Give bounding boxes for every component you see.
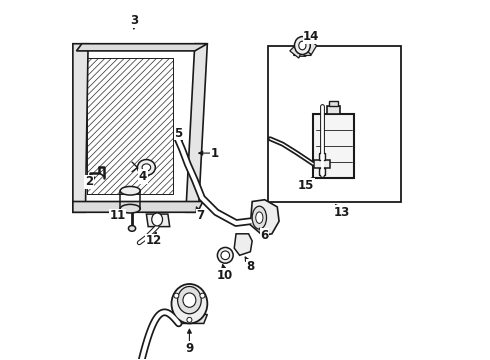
Polygon shape <box>250 200 279 235</box>
Ellipse shape <box>177 287 201 314</box>
Text: 2: 2 <box>85 175 93 188</box>
Polygon shape <box>186 44 207 212</box>
Text: 8: 8 <box>246 260 254 273</box>
FancyBboxPatch shape <box>327 106 340 114</box>
Ellipse shape <box>200 293 205 298</box>
Polygon shape <box>299 45 306 56</box>
Text: 1: 1 <box>211 147 219 159</box>
Ellipse shape <box>120 186 140 195</box>
Ellipse shape <box>183 293 196 307</box>
Ellipse shape <box>252 206 267 229</box>
Ellipse shape <box>128 226 136 231</box>
FancyBboxPatch shape <box>329 102 338 106</box>
Ellipse shape <box>294 37 310 54</box>
Text: 14: 14 <box>303 30 319 43</box>
Ellipse shape <box>172 284 207 323</box>
Ellipse shape <box>120 204 140 213</box>
Text: 9: 9 <box>185 342 194 355</box>
Text: 7: 7 <box>196 210 204 222</box>
Ellipse shape <box>218 247 233 263</box>
Text: 11: 11 <box>110 210 126 222</box>
Polygon shape <box>304 40 317 54</box>
Ellipse shape <box>137 159 155 175</box>
Text: 12: 12 <box>146 234 162 247</box>
Text: 10: 10 <box>217 269 233 282</box>
FancyBboxPatch shape <box>313 114 354 178</box>
FancyBboxPatch shape <box>269 45 401 202</box>
Text: 3: 3 <box>130 14 138 27</box>
Polygon shape <box>234 234 252 255</box>
FancyBboxPatch shape <box>319 168 325 175</box>
FancyBboxPatch shape <box>314 159 330 168</box>
Ellipse shape <box>174 293 179 298</box>
Text: 13: 13 <box>334 206 350 219</box>
Polygon shape <box>73 44 88 212</box>
Ellipse shape <box>221 251 230 260</box>
Ellipse shape <box>299 41 306 50</box>
Polygon shape <box>294 45 304 55</box>
Polygon shape <box>290 44 304 58</box>
Text: 4: 4 <box>139 170 147 183</box>
Ellipse shape <box>187 318 192 322</box>
Polygon shape <box>172 315 207 323</box>
Text: 15: 15 <box>298 179 314 192</box>
Polygon shape <box>76 47 204 209</box>
Polygon shape <box>76 44 207 51</box>
Ellipse shape <box>152 213 163 226</box>
Text: 6: 6 <box>261 229 269 242</box>
Polygon shape <box>300 45 311 55</box>
Polygon shape <box>73 202 203 212</box>
Polygon shape <box>147 214 170 226</box>
Ellipse shape <box>142 164 151 171</box>
Text: 5: 5 <box>174 127 183 140</box>
Ellipse shape <box>256 212 263 224</box>
FancyBboxPatch shape <box>319 153 325 159</box>
